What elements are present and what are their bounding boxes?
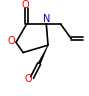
Text: O: O: [25, 74, 32, 84]
Text: O: O: [7, 36, 15, 46]
Text: O: O: [22, 0, 30, 10]
Polygon shape: [38, 45, 48, 64]
Text: N: N: [44, 14, 51, 24]
